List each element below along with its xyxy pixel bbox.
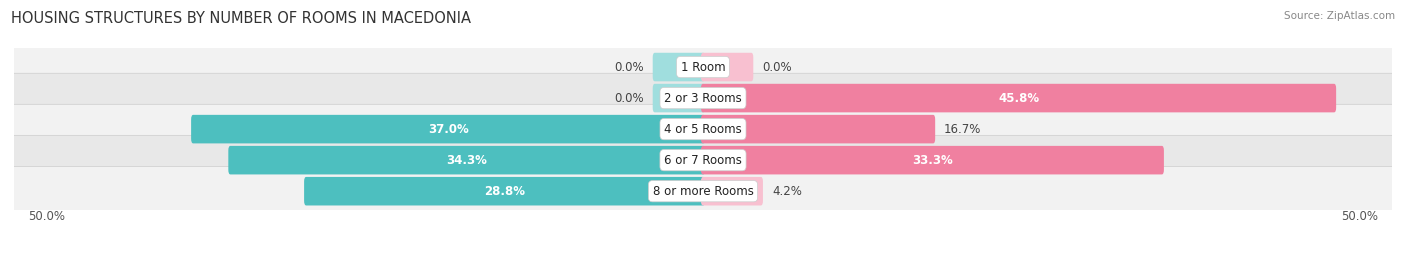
Text: 50.0%: 50.0% bbox=[1341, 210, 1378, 224]
FancyBboxPatch shape bbox=[702, 115, 935, 143]
Text: 4 or 5 Rooms: 4 or 5 Rooms bbox=[664, 123, 742, 136]
Text: 6 or 7 Rooms: 6 or 7 Rooms bbox=[664, 154, 742, 167]
FancyBboxPatch shape bbox=[652, 53, 704, 81]
FancyBboxPatch shape bbox=[191, 115, 704, 143]
Text: 37.0%: 37.0% bbox=[427, 123, 468, 136]
Text: 0.0%: 0.0% bbox=[614, 61, 644, 73]
FancyBboxPatch shape bbox=[228, 146, 704, 174]
Text: 4.2%: 4.2% bbox=[772, 185, 801, 198]
Text: HOUSING STRUCTURES BY NUMBER OF ROOMS IN MACEDONIA: HOUSING STRUCTURES BY NUMBER OF ROOMS IN… bbox=[11, 11, 471, 26]
Text: 45.8%: 45.8% bbox=[998, 91, 1039, 105]
FancyBboxPatch shape bbox=[702, 53, 754, 81]
Text: 28.8%: 28.8% bbox=[484, 185, 524, 198]
Text: 2 or 3 Rooms: 2 or 3 Rooms bbox=[664, 91, 742, 105]
Text: 0.0%: 0.0% bbox=[762, 61, 792, 73]
FancyBboxPatch shape bbox=[10, 104, 1396, 154]
FancyBboxPatch shape bbox=[702, 146, 1164, 174]
Text: Source: ZipAtlas.com: Source: ZipAtlas.com bbox=[1284, 11, 1395, 21]
Text: 34.3%: 34.3% bbox=[446, 154, 486, 167]
Text: 0.0%: 0.0% bbox=[614, 91, 644, 105]
FancyBboxPatch shape bbox=[10, 42, 1396, 92]
FancyBboxPatch shape bbox=[702, 177, 763, 206]
FancyBboxPatch shape bbox=[702, 84, 1336, 112]
Text: 1 Room: 1 Room bbox=[681, 61, 725, 73]
Text: 33.3%: 33.3% bbox=[912, 154, 953, 167]
Text: 8 or more Rooms: 8 or more Rooms bbox=[652, 185, 754, 198]
Text: 16.7%: 16.7% bbox=[945, 123, 981, 136]
FancyBboxPatch shape bbox=[304, 177, 704, 206]
FancyBboxPatch shape bbox=[10, 135, 1396, 185]
FancyBboxPatch shape bbox=[652, 84, 704, 112]
FancyBboxPatch shape bbox=[10, 73, 1396, 123]
Text: 50.0%: 50.0% bbox=[28, 210, 65, 224]
Legend: Owner-occupied, Renter-occupied: Owner-occupied, Renter-occupied bbox=[572, 266, 834, 269]
FancyBboxPatch shape bbox=[10, 166, 1396, 216]
